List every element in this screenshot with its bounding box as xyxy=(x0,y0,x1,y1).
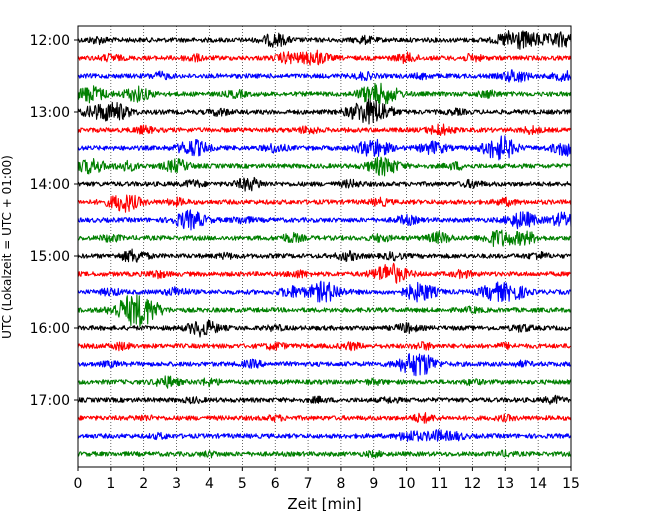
trace-1200 xyxy=(77,30,572,50)
trace-1745 xyxy=(77,449,572,459)
x-tick-label: 14 xyxy=(529,476,547,492)
y-tick-label: 13:00 xyxy=(30,105,70,121)
trace-1315 xyxy=(77,123,572,136)
trace-1615 xyxy=(77,341,571,352)
x-tick-label: 5 xyxy=(238,476,247,492)
trace-1730 xyxy=(77,429,572,442)
x-tick-label: 12 xyxy=(463,476,481,492)
x-tick-label: 6 xyxy=(271,476,280,492)
trace-1430 xyxy=(77,209,572,231)
y-axis-label: UTC (Lokalzeit = UTC + 01:00) xyxy=(0,155,14,339)
trace-1445 xyxy=(77,229,572,248)
trace-1530 xyxy=(77,280,572,303)
trace-1715 xyxy=(77,412,572,424)
y-tick-label: 15:00 xyxy=(30,249,70,265)
x-tick-label: 13 xyxy=(496,476,514,492)
trace-layer xyxy=(77,30,572,459)
y-axis-ticks: 12:00 13:00 14:00 15:00 16:00 17:00 xyxy=(30,33,78,409)
trace-1415 xyxy=(77,194,572,213)
trace-1230 xyxy=(77,69,572,83)
trace-1515 xyxy=(77,262,572,284)
y-tick-label: 17:00 xyxy=(30,393,70,409)
trace-1245 xyxy=(77,82,572,105)
x-tick-label: 7 xyxy=(304,476,313,492)
trace-1400 xyxy=(77,176,572,192)
x-axis-label: Zeit [min] xyxy=(287,495,361,513)
trace-1600 xyxy=(77,319,572,338)
trace-1700 xyxy=(77,394,572,405)
trace-1645 xyxy=(77,375,572,389)
x-tick-label: 8 xyxy=(336,476,345,492)
x-tick-label: 0 xyxy=(74,476,83,492)
trace-1630 xyxy=(77,353,572,377)
y-tick-label: 14:00 xyxy=(30,177,70,193)
x-axis-ticks: 0 1 2 3 4 5 6 7 8 9 10 11 12 13 14 15 xyxy=(74,467,580,492)
trace-1300 xyxy=(77,98,572,125)
trace-1330 xyxy=(77,135,572,161)
plot-frame xyxy=(77,25,572,468)
x-tick-label: 4 xyxy=(205,476,214,492)
x-tick-label: 10 xyxy=(398,476,416,492)
y-tick-label: 12:00 xyxy=(30,33,70,49)
trace-1545 xyxy=(77,294,572,328)
x-tick-label: 11 xyxy=(431,476,449,492)
trace-1215 xyxy=(77,49,572,66)
x-tick-label: 3 xyxy=(172,476,181,492)
x-tick-label: 9 xyxy=(369,476,378,492)
x-tick-label: 1 xyxy=(106,476,115,492)
x-tick-label: 2 xyxy=(139,476,148,492)
trace-1500 xyxy=(77,248,572,263)
x-tick-label: 15 xyxy=(562,476,580,492)
y-tick-label: 16:00 xyxy=(30,321,70,337)
trace-1345 xyxy=(77,156,572,177)
